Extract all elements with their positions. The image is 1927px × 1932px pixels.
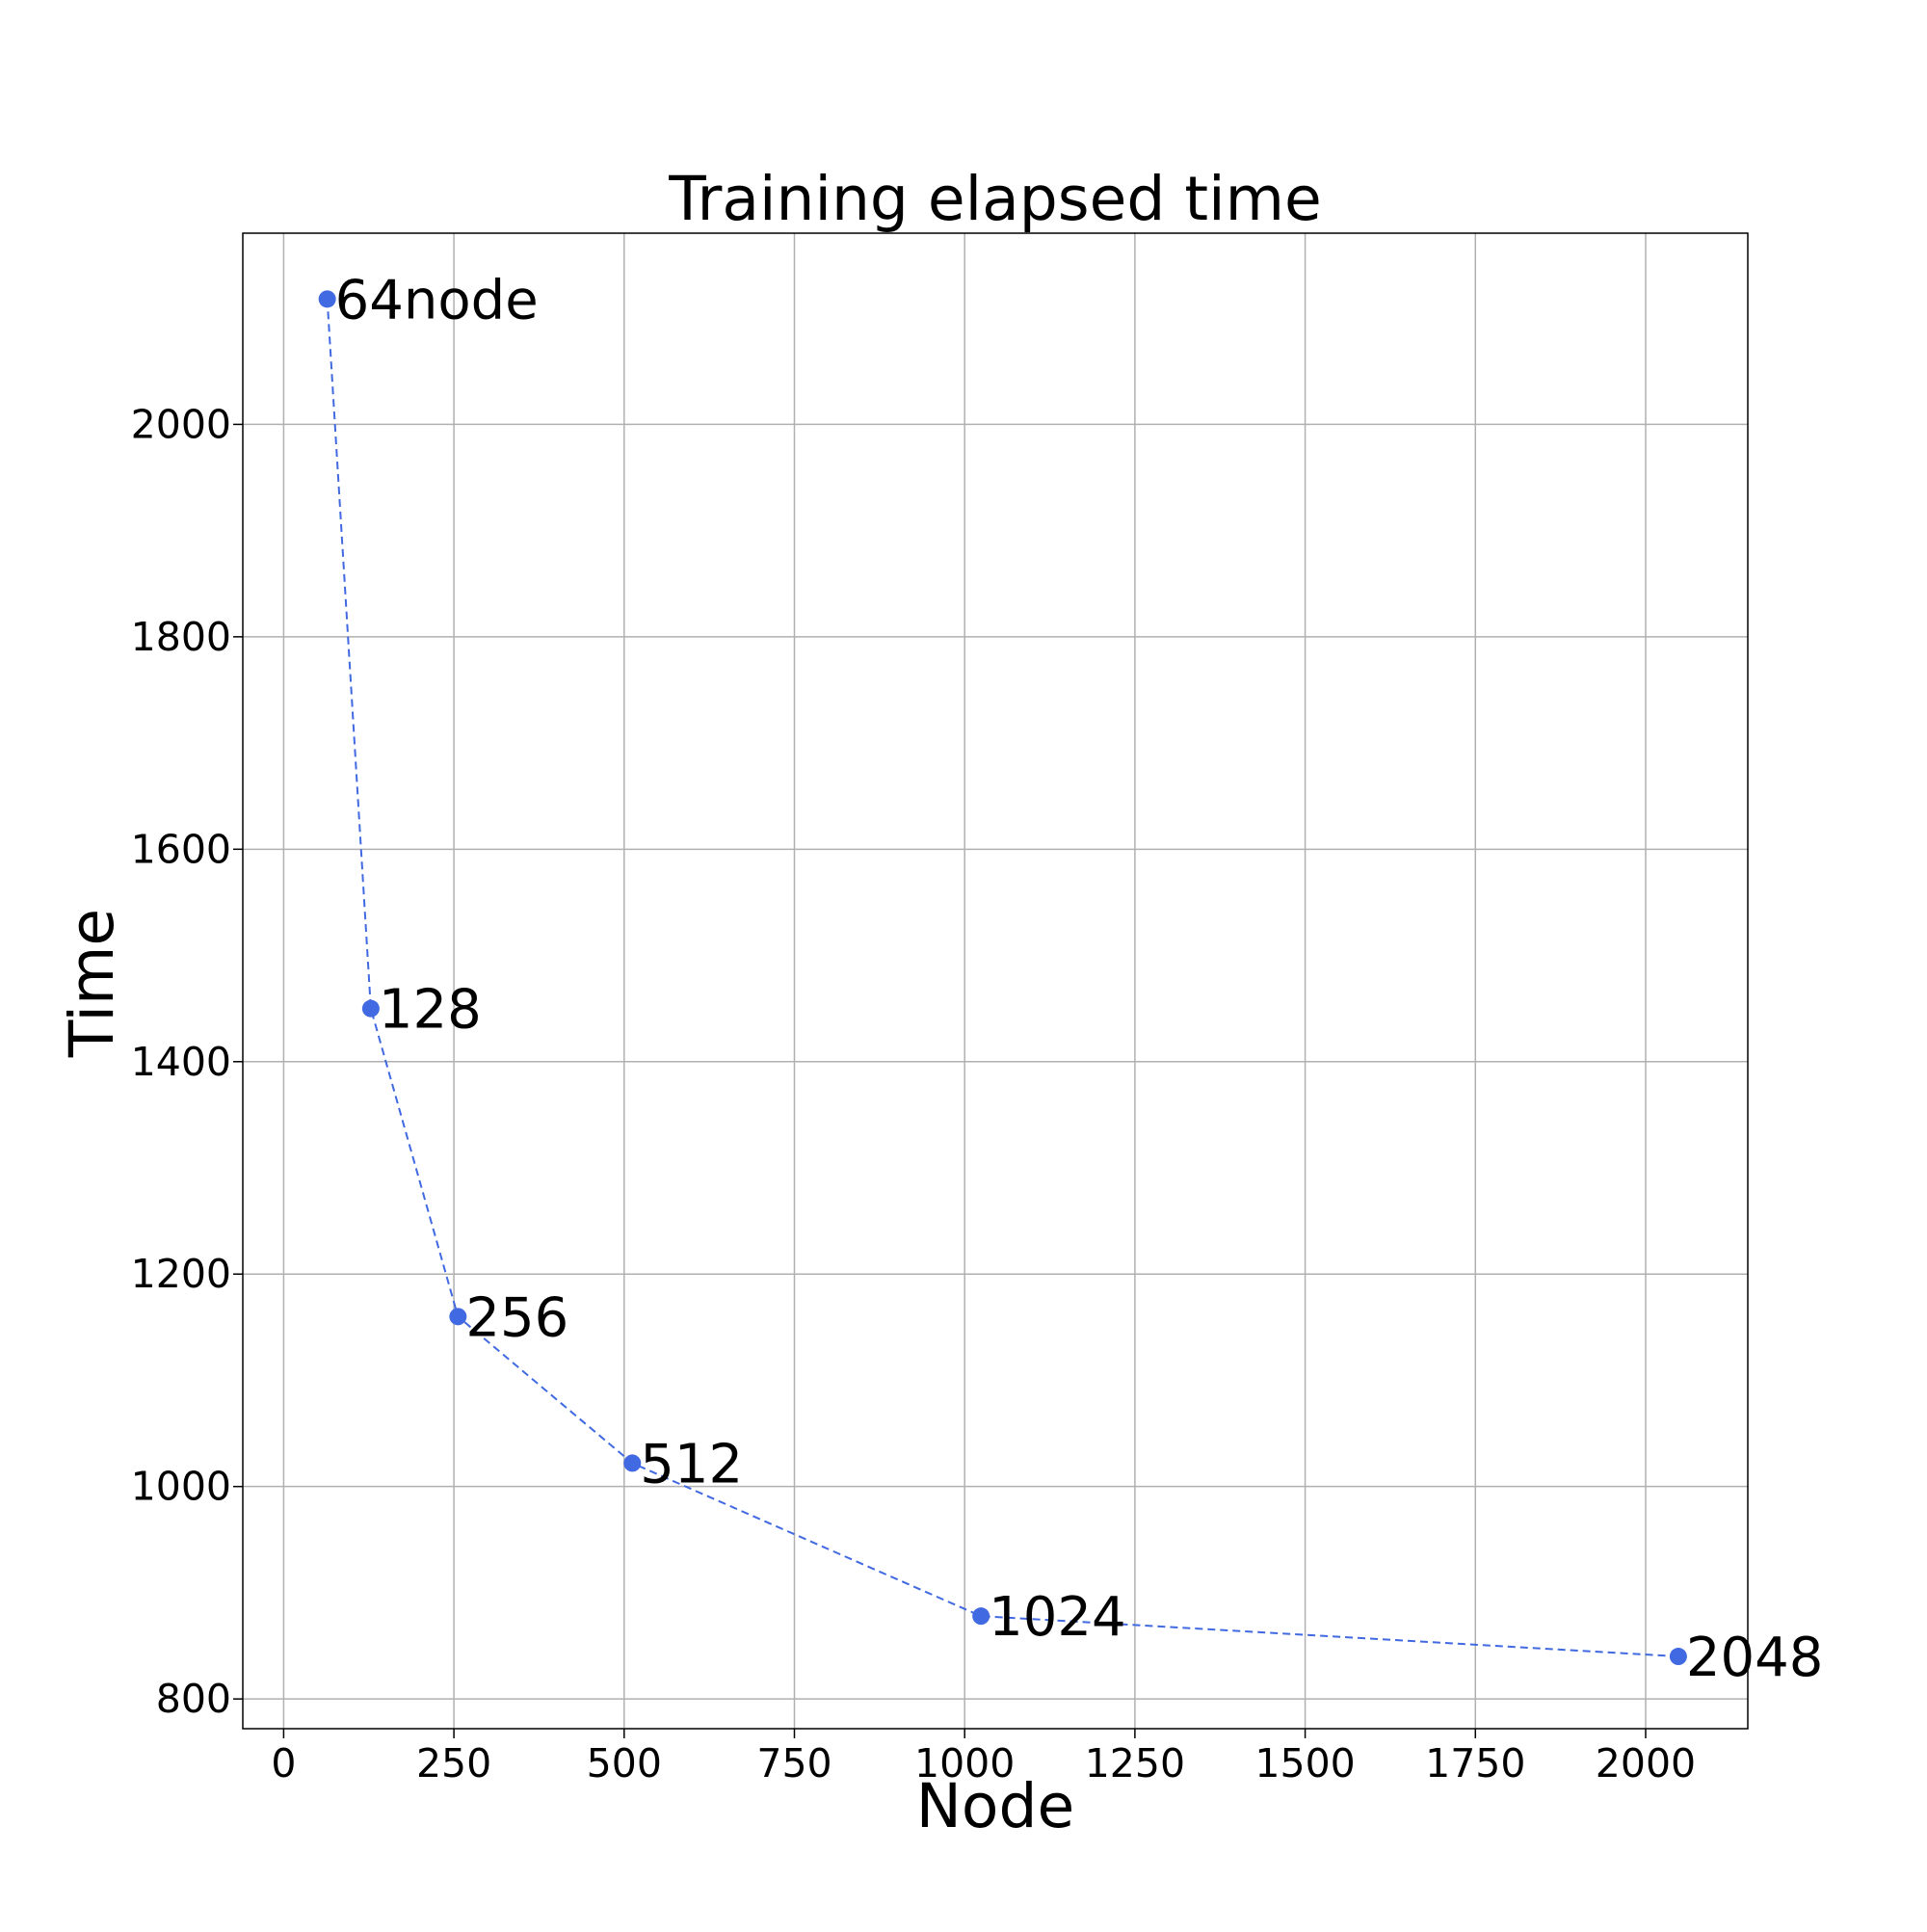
x-tick-label: 1500 bbox=[1254, 1740, 1355, 1786]
y-tick-label: 1400 bbox=[131, 1039, 231, 1085]
data-label: 512 bbox=[640, 1433, 743, 1495]
x-tick-label: 750 bbox=[756, 1740, 832, 1786]
x-tick-label: 0 bbox=[271, 1740, 296, 1786]
plot-frame bbox=[242, 232, 1749, 1730]
data-point bbox=[361, 999, 380, 1018]
data-point bbox=[623, 1454, 642, 1472]
x-tick-label: 250 bbox=[416, 1740, 491, 1786]
y-axis-label: Time bbox=[57, 909, 127, 1058]
x-tick-label: 2000 bbox=[1596, 1740, 1696, 1786]
series-line bbox=[326, 299, 1678, 1658]
y-tick-label: 1000 bbox=[131, 1464, 231, 1510]
chart-title: Training elapsed time bbox=[668, 164, 1321, 234]
y-tick-label: 1600 bbox=[131, 826, 231, 872]
data-label: 1024 bbox=[989, 1586, 1126, 1649]
x-axis-label: Node bbox=[916, 1771, 1074, 1841]
data-label: 2048 bbox=[1686, 1627, 1824, 1689]
grid bbox=[243, 233, 1748, 1729]
x-tick-label: 1250 bbox=[1085, 1740, 1185, 1786]
data-point bbox=[318, 290, 336, 308]
x-tick-label: 1750 bbox=[1425, 1740, 1525, 1786]
data-point bbox=[972, 1607, 990, 1626]
ticks: 0 250 500 750 1000 1250 1500 1750 2000 800 1000 120… bbox=[131, 401, 1696, 1786]
data-point bbox=[449, 1308, 467, 1326]
data-label: 256 bbox=[465, 1286, 568, 1349]
data-point bbox=[1669, 1648, 1687, 1666]
x-tick-label: 1000 bbox=[914, 1740, 1015, 1786]
data-label: 64node bbox=[335, 269, 539, 331]
y-tick-label: 800 bbox=[156, 1676, 231, 1722]
y-tick-label: 1800 bbox=[131, 614, 231, 660]
x-tick-label: 500 bbox=[587, 1740, 662, 1786]
y-tick-label: 2000 bbox=[131, 401, 231, 447]
y-tick-label: 1200 bbox=[131, 1251, 231, 1297]
series: 64node 128 256 512 1024 2048 bbox=[318, 269, 1824, 1689]
data-label: 128 bbox=[379, 979, 482, 1042]
